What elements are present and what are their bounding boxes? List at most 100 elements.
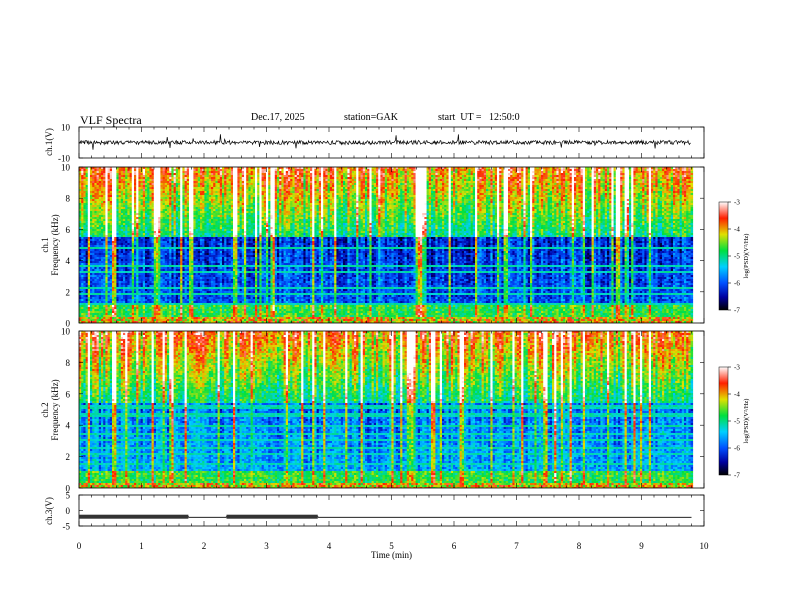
spectrogram-cell	[112, 171, 115, 174]
spectrogram-cell	[211, 301, 214, 304]
spectrogram-cell	[160, 183, 163, 186]
spectrogram-cell	[105, 317, 108, 320]
spectrogram-cell	[142, 255, 146, 258]
spectrogram-cell	[186, 247, 190, 250]
spectrogram-cell	[92, 237, 95, 240]
spectrogram-cell	[129, 255, 133, 258]
spectrogram-cell	[129, 277, 133, 280]
spectrogram-cell	[96, 209, 100, 212]
spectrogram-cell	[191, 299, 194, 302]
spectrogram-cell	[208, 233, 212, 236]
spectrogram-cell	[178, 205, 181, 208]
spectrogram-cell	[191, 189, 194, 192]
spectrogram-cell	[169, 255, 172, 258]
spectrogram-cell	[134, 287, 137, 290]
spectrogram-cell	[213, 299, 216, 302]
spectrogram-cell	[92, 243, 95, 246]
spectrogram-cell	[114, 195, 117, 198]
spectrogram-cell	[151, 211, 155, 214]
spectrogram-cell	[184, 285, 188, 288]
spectrogram-cell	[180, 283, 183, 286]
spectrogram-cell	[103, 277, 106, 280]
spectrogram-cell	[184, 251, 188, 254]
spectrogram-cell	[98, 207, 102, 210]
spectrogram-cell	[156, 241, 159, 244]
spectrogram-cell	[208, 205, 212, 208]
spectrogram-cell	[184, 281, 188, 284]
spectrogram-cell	[197, 209, 201, 212]
spectrogram-cell	[114, 187, 117, 190]
spectrogram-cell	[138, 195, 141, 198]
spectrogram-cell	[145, 265, 148, 268]
spectrogram-cell	[94, 215, 97, 218]
spectrogram-cell	[136, 261, 139, 264]
spectrogram-cell	[92, 311, 95, 314]
spectrogram-cell	[125, 193, 128, 196]
spectrogram-cell	[114, 287, 117, 290]
spectrogram-cell	[83, 185, 86, 188]
spectrogram-cell	[103, 279, 106, 282]
spectrogram-cell	[87, 213, 91, 216]
spectrogram-cell	[191, 251, 194, 254]
spectrogram-cell	[98, 299, 102, 302]
spectrogram-cell	[175, 197, 179, 200]
spectrogram-cell	[114, 305, 117, 308]
spectrogram-cell	[87, 277, 91, 280]
spectrogram-cell	[140, 313, 144, 316]
spectrogram-cell	[193, 299, 196, 302]
spectrogram-cell	[191, 273, 194, 276]
spectrogram-cell	[125, 205, 128, 208]
spectrogram-cell	[96, 279, 100, 282]
spectrogram-cell	[92, 197, 95, 200]
spectrogram-cell	[79, 255, 82, 258]
spectrogram-cell	[90, 173, 93, 176]
spectrogram-cell	[109, 167, 113, 170]
spectrogram-cell	[145, 183, 148, 186]
spectrogram-cell	[127, 229, 130, 232]
spectrogram-cell	[169, 307, 172, 310]
spectrogram-cell	[120, 173, 124, 176]
spectrogram-cell	[134, 273, 137, 276]
spectrogram-cell	[206, 237, 210, 240]
spectrogram-cell	[167, 203, 170, 206]
spectrogram-cell	[200, 251, 203, 254]
spectrogram-cell	[184, 225, 188, 228]
spectrogram-cell	[151, 191, 155, 194]
spectrogram-cell	[116, 263, 119, 266]
spectrogram-cell	[171, 199, 174, 202]
spectrogram-cell	[158, 311, 161, 314]
spectrogram-cell	[164, 175, 168, 178]
spectrogram-cell	[169, 273, 172, 276]
spectrogram-cell	[81, 209, 84, 212]
spectrogram-cell	[109, 307, 113, 310]
spectrogram-cell	[164, 287, 168, 290]
spectrogram-cell	[142, 213, 146, 216]
spectrogram-cell	[208, 251, 212, 254]
spectrogram-cell	[129, 283, 133, 286]
spectrogram-cell	[118, 249, 122, 252]
spectrogram-cell	[184, 313, 188, 316]
spectrogram-cell	[116, 275, 119, 278]
spectrogram-cell	[96, 229, 100, 232]
spectrogram-cell	[138, 285, 141, 288]
spectrogram-cell	[140, 209, 144, 212]
spectrogram-cell	[197, 309, 201, 312]
spectrogram-cell	[171, 215, 174, 218]
spectrogram-cell	[142, 247, 146, 250]
spectrogram-cell	[186, 171, 190, 174]
spectrogram-cell	[81, 317, 84, 320]
spectrogram-cell	[186, 243, 190, 246]
spectrogram-cell	[189, 219, 192, 222]
spectrogram-cell	[114, 241, 117, 244]
spectrogram-cell	[162, 269, 166, 272]
spectrogram-cell	[189, 199, 192, 202]
spectrogram-cell	[131, 277, 135, 280]
spectrogram-cell	[138, 239, 141, 242]
spectrogram-cell	[103, 259, 106, 262]
spectrogram-cell	[87, 207, 91, 210]
spectrogram-cell	[164, 321, 168, 323]
spectrogram-cell	[184, 241, 188, 244]
spectrogram-cell	[169, 227, 172, 230]
spectrogram-cell	[151, 273, 155, 276]
spectrogram-cell	[200, 311, 203, 314]
